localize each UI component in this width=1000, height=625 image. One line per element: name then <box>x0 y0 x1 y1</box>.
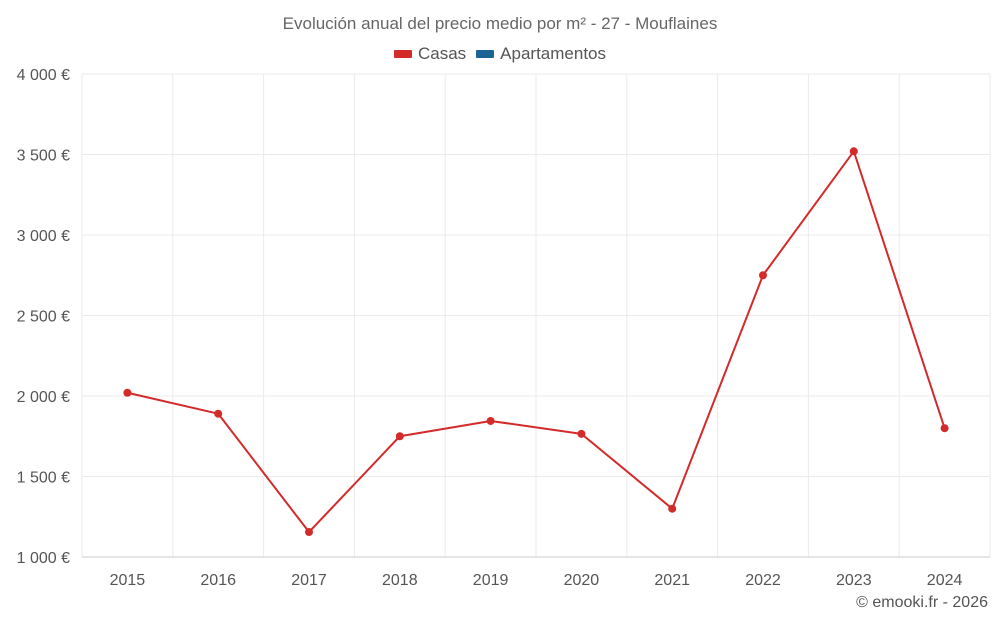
y-tick-label: 3 000 € <box>17 228 70 245</box>
y-tick-label: 3 500 € <box>17 148 70 165</box>
data-point <box>849 147 858 156</box>
data-point <box>123 388 132 397</box>
x-tick-label: 2020 <box>564 572 600 589</box>
x-tick-label: 2019 <box>473 572 509 589</box>
x-tick-label: 2015 <box>110 572 146 589</box>
data-point <box>305 528 313 537</box>
data-point <box>486 416 495 425</box>
y-tick-label: 2 500 € <box>17 309 70 326</box>
x-tick-label: 2018 <box>382 572 418 589</box>
x-tick-label: 2016 <box>200 572 236 589</box>
x-tick-label: 2024 <box>927 572 963 589</box>
y-tick-label: 1 000 € <box>17 550 70 567</box>
x-tick-label: 2023 <box>836 572 872 589</box>
legend-label-casas: Casas <box>417 44 467 63</box>
data-point <box>395 432 404 441</box>
credit-text: © emooki.fr - 2026 <box>856 594 988 611</box>
chart-title: Evolución anual del precio medio por m² … <box>282 14 718 33</box>
x-tick-label: 2021 <box>654 572 690 589</box>
data-point <box>668 504 677 513</box>
series-line-casas <box>127 150 946 534</box>
data-point <box>214 409 223 418</box>
y-tick-label: 1 500 € <box>17 470 70 487</box>
x-tick-label: 2022 <box>745 572 781 589</box>
legend: Casas Apartamentos <box>0 44 1000 64</box>
legend-swatch-apartamentos <box>476 50 495 58</box>
y-tick-label: 4 000 € <box>17 67 70 84</box>
legend-swatch-casas <box>393 50 412 58</box>
data-point <box>940 424 949 433</box>
legend-item-apartamentos[interactable]: Apartamentos <box>476 44 606 64</box>
data-point <box>577 429 586 438</box>
x-tick-label: 2017 <box>291 572 327 589</box>
y-tick-label: 2 000 € <box>17 389 70 406</box>
data-point <box>759 271 767 280</box>
legend-item-casas[interactable]: Casas <box>393 44 467 64</box>
legend-label-apartamentos: Apartamentos <box>500 44 607 63</box>
